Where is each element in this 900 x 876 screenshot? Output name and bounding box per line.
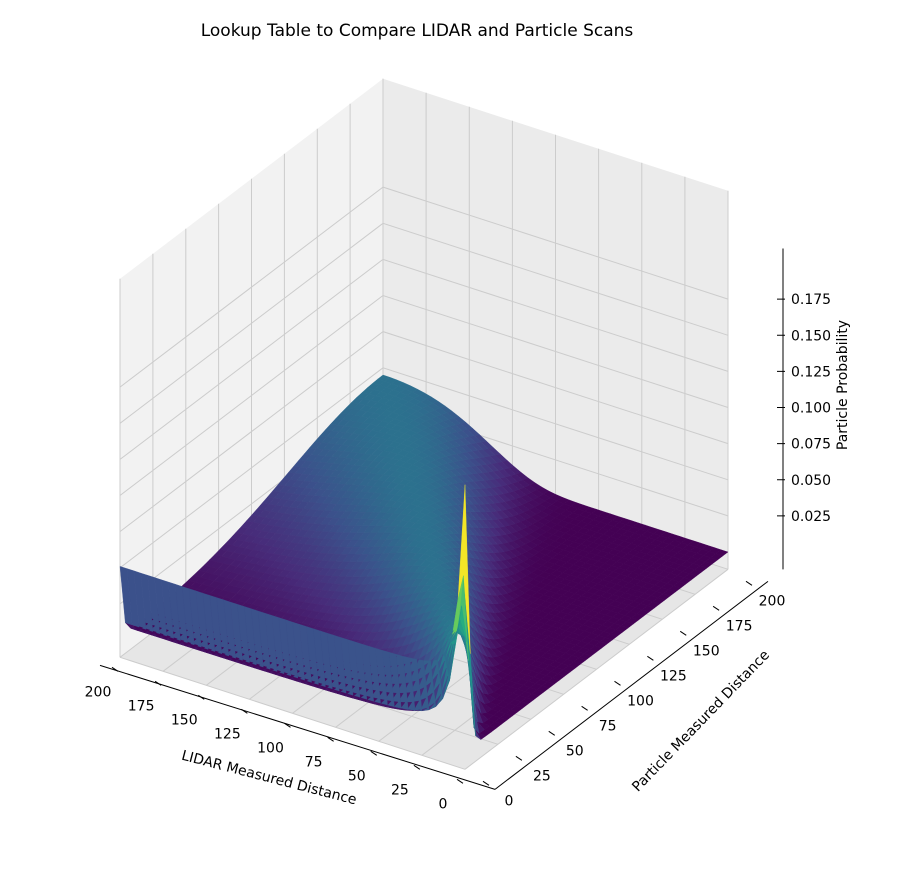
y-tick-mark <box>548 730 556 736</box>
y-tick-label: 175 <box>726 618 753 634</box>
x-tick-mark <box>370 750 378 756</box>
z-axis-label: Particle Probability <box>835 320 851 450</box>
y-tick-label: 75 <box>599 718 617 734</box>
y-tick-label: 0 <box>505 793 514 809</box>
z-tick-label: 0.100 <box>791 401 831 417</box>
y-axis-label: Particle Measured Distance <box>629 647 773 795</box>
x-tick-label: 150 <box>171 712 198 728</box>
x-tick-label: 0 <box>439 796 448 812</box>
y-tick-mark <box>482 780 490 786</box>
y-tick-mark <box>581 705 588 711</box>
x-tick-label: 125 <box>214 726 241 742</box>
y-tick-mark <box>647 655 654 661</box>
y-tick-label: 50 <box>566 743 584 759</box>
x-tick-mark <box>284 722 291 728</box>
x-tick-mark <box>413 764 421 770</box>
z-tick-label: 0.050 <box>791 473 831 489</box>
x-tick-mark <box>327 736 334 742</box>
tick-labels: 0 25 50 75 100 125 150 175 200 0 25 50 75 100 125 150 17… <box>85 292 831 812</box>
y-tick-mark <box>745 580 753 586</box>
x-tick-label: 200 <box>85 684 112 700</box>
x-axis-label: LIDAR Measured Distance <box>180 748 359 809</box>
x-tick-mark <box>241 708 248 714</box>
x-tick-mark <box>197 694 205 700</box>
y-tick-mark <box>679 630 687 636</box>
z-tick-label: 0.075 <box>791 437 831 453</box>
y-tick-label: 200 <box>759 593 786 609</box>
z-tick-label: 0.125 <box>791 364 831 380</box>
z-tick-label: 0.175 <box>791 292 831 308</box>
axes-lines <box>99 248 785 790</box>
y-tick-label: 25 <box>533 768 551 784</box>
x-tick-label: 75 <box>305 754 323 770</box>
surface-mesh <box>119 374 729 740</box>
y-tick-mark <box>712 605 720 611</box>
x-axis-line <box>99 664 496 790</box>
y-tick-label: 100 <box>627 693 654 709</box>
chart-title: Lookup Table to Compare LIDAR and Partic… <box>201 21 634 41</box>
x-tick-label: 175 <box>128 698 155 714</box>
y-tick-mark <box>515 755 523 761</box>
x-tick-label: 25 <box>391 782 409 798</box>
z-tick-label: 0.150 <box>791 328 831 344</box>
z-tick-label: 0.025 <box>791 509 831 525</box>
y-tick-mark <box>614 680 621 686</box>
x-tick-mark <box>111 666 119 672</box>
x-tick-mark <box>154 680 162 686</box>
y-axis-line <box>494 580 769 790</box>
surface-patch <box>119 566 133 626</box>
y-tick-label: 125 <box>660 668 687 684</box>
x-tick-mark <box>456 778 464 784</box>
x-tick-label: 50 <box>348 768 366 784</box>
x-tick-label: 100 <box>257 740 284 756</box>
y-tick-label: 150 <box>693 643 720 659</box>
